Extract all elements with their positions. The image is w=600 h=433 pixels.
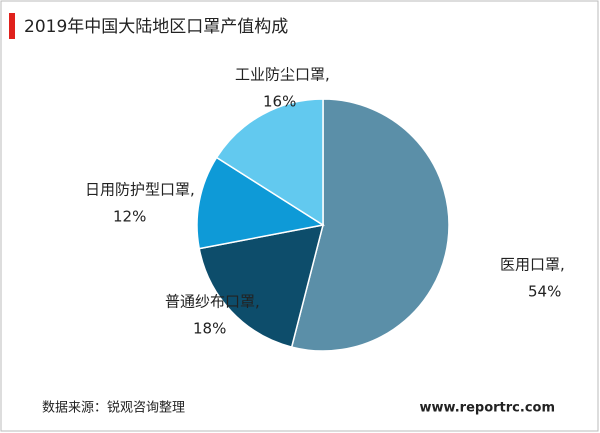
title-accent [9,13,15,39]
value-label: 12% [113,208,146,226]
slice-label: 医用口罩, [500,256,565,274]
pie-slice [198,224,325,348]
slice-label: 工业防尘口罩, [235,66,330,84]
source: 数据来源：锐观咨询整理 [42,401,185,416]
value-label: 16% [263,93,296,111]
pie-slice [215,98,324,227]
slice-label: 日用防护型口罩, [85,181,195,199]
website: www.reportrc.com [420,401,555,416]
pie-slice [290,98,450,352]
pie-slice [196,156,326,250]
value-label: 54% [528,283,561,301]
chart-title: 2019年中国大陆地区口罩产值构成 [24,17,288,37]
value-label: 18% [193,320,226,338]
slice-label: 普通纱布口罩, [165,293,260,311]
